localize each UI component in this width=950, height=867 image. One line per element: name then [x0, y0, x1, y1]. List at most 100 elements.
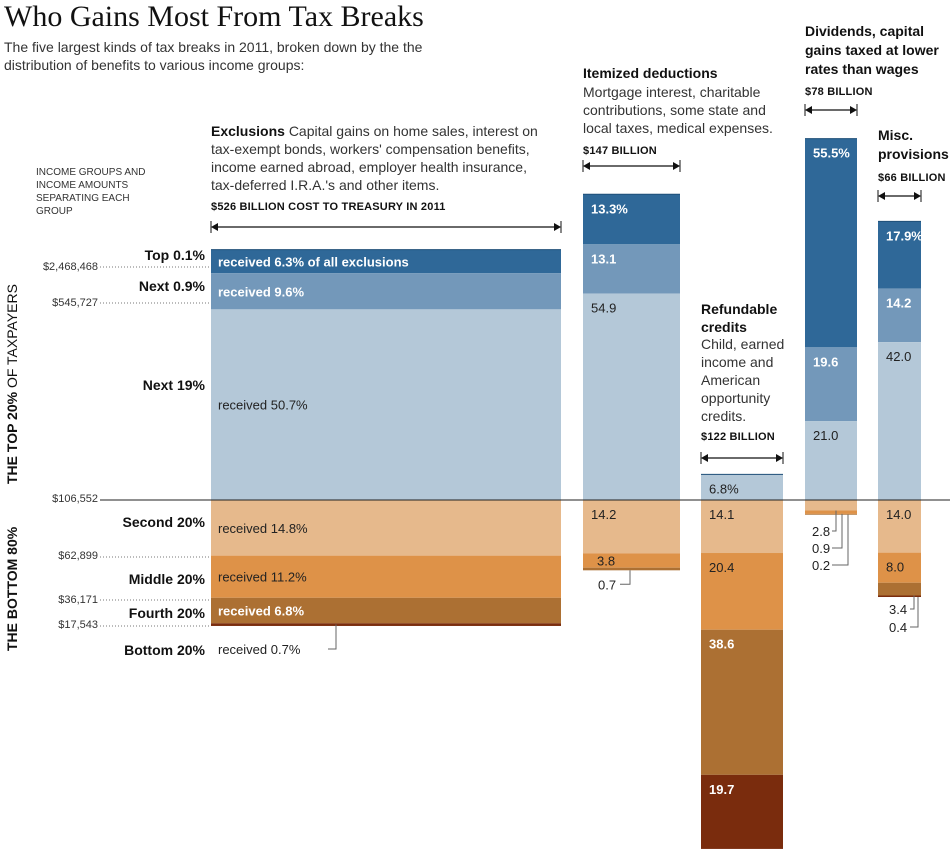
misc-label-second20: 14.0	[886, 507, 911, 522]
refundable-label-second20: 14.1	[709, 507, 734, 522]
dividends-bar-next19	[805, 421, 857, 500]
threshold-label-4: $62,899	[58, 550, 98, 562]
misc-bar-fourth20	[878, 582, 921, 596]
itemized-label-second20: 14.2	[591, 507, 616, 522]
exclusions-label-fourth20: received 6.8%	[218, 604, 304, 619]
group-label-next19: Next 19%	[142, 377, 205, 393]
exclusions-description: Capital gains on home sales, interest on…	[211, 123, 538, 193]
exclusions-callout-bottom20	[328, 624, 337, 650]
refundable-bar-bottom20	[701, 774, 783, 849]
itemized-bar-second20	[583, 500, 680, 554]
exclusions-label-middle20: received 11.2%	[218, 570, 307, 585]
itemized-label-next09: 13.1	[591, 251, 616, 266]
dividends-title: Dividends, capital gains taxed at lower …	[805, 23, 939, 77]
misc-bar-bottom20	[878, 595, 921, 598]
exclusions-amount: $526 BILLION COST TO TREASURY IN 2011	[211, 201, 446, 213]
dividends-label-next09: 19.6	[813, 354, 838, 369]
refundable-amount: $122 BILLION	[701, 431, 775, 443]
refundable-amount-arrow-right	[776, 454, 783, 462]
group-label-second20: Second 20%	[122, 514, 205, 530]
exclusions-bar-middle20	[211, 555, 561, 598]
misc-label-next09: 14.2	[886, 296, 911, 311]
dividends-label-next19: 21.0	[813, 428, 838, 443]
misc-callout-fourth20	[910, 595, 915, 610]
itemized-bar-fourth20	[583, 567, 680, 571]
exclusions-label-next09: received 9.6%	[218, 284, 304, 299]
refundable-amount-arrow-left	[701, 454, 708, 462]
group-label-top01: Top 0.1%	[144, 247, 205, 263]
itemized-label-top01: 13.3%	[591, 201, 628, 216]
misc-bar-next09	[878, 288, 921, 343]
dividends-label-top01: 55.5%	[813, 146, 850, 161]
group-label-bottom20: Bottom 20%	[124, 642, 205, 658]
itemized-callout-fourth20	[620, 570, 631, 585]
itemized-label-next19: 54.9	[591, 301, 616, 316]
itemized-bar-next19	[583, 293, 680, 500]
refundable-bar-second20	[701, 500, 783, 554]
exclusions-bar-second20	[211, 500, 561, 556]
itemized-bar-top01	[583, 194, 680, 245]
refundable-description: Child, earned income and American opport…	[701, 336, 785, 424]
exclusions-label-second20: received 14.8%	[218, 521, 308, 536]
exclusions-bar-next09	[211, 273, 561, 310]
threshold-label-3: $106,552	[52, 493, 98, 505]
chart-subtitle: The five largest kinds of tax breaks in …	[4, 39, 423, 73]
misc-label-middle20: 8.0	[886, 560, 904, 575]
threshold-label-6: $17,543	[58, 619, 98, 631]
itemized-description: Mortgage interest, charitable contributi…	[583, 84, 773, 136]
exclusions-bar-fourth20	[211, 597, 561, 624]
itemized-amount-arrow-left	[583, 162, 590, 170]
itemized-amount: $147 BILLION	[583, 145, 657, 157]
misc-amount: $66 BILLION	[878, 172, 946, 184]
dividends-amount-arrow-right	[850, 106, 857, 114]
misc-amount-arrow-left	[878, 192, 885, 200]
group-label-next09: Next 0.9%	[138, 278, 205, 294]
threshold-label-2: $545,727	[52, 297, 98, 309]
exclusions-amount-arrow-right	[554, 223, 561, 231]
dividends-bar-top01	[805, 138, 857, 348]
refundable-label-fourth20: 38.6	[709, 637, 734, 652]
chart-title: Who Gains Most From Tax Breaks	[4, 0, 424, 33]
dividends-bar-fourth20	[805, 513, 857, 515]
exclusions-bar-next19	[211, 309, 561, 500]
refundable-bar-middle20	[701, 553, 783, 630]
misc-bar-middle20	[878, 552, 921, 583]
group-label-fourth20: Fourth 20%	[128, 605, 205, 621]
dividends-callout-fourth20	[832, 514, 849, 566]
misc-label-top01: 17.9%	[886, 228, 923, 243]
itemized-title: Itemized deductions	[583, 65, 718, 81]
exclusions-label-bottom20: received 0.7%	[218, 642, 301, 657]
dividends-amount: $78 BILLION	[805, 86, 873, 98]
exclusions-title: Exclusions	[211, 123, 285, 139]
misc-label-bottom20: 0.4	[889, 620, 907, 635]
itemized-label-middle20: 3.8	[597, 553, 615, 568]
misc-bar-next19	[878, 342, 921, 500]
exclusions-label-top01: received 6.3% of all exclusions	[218, 254, 409, 269]
exclusions-bar-bottom20	[211, 623, 561, 626]
threshold-label-1: $2,468,468	[42, 261, 98, 273]
refundable-bar-fourth20	[701, 629, 783, 775]
refundable-label-bottom20: 19.7	[709, 782, 734, 797]
exclusions-amount-arrow-left	[211, 223, 218, 231]
group-label-middle20: Middle 20%	[128, 571, 205, 587]
misc-bar-second20	[878, 500, 921, 553]
dividends-amount-arrow-left	[805, 106, 812, 114]
misc-callout-bottom20	[910, 597, 919, 628]
refundable-title: Refundable credits	[701, 301, 778, 335]
threshold-label-5: $36,171	[58, 594, 98, 606]
misc-title: Misc. provisions	[878, 127, 949, 162]
misc-label-fourth20: 3.4	[889, 602, 907, 617]
dividends-label-second20: 2.8	[812, 524, 830, 539]
itemized-amount-arrow-right	[673, 162, 680, 170]
misc-label-next19: 42.0	[886, 349, 911, 364]
exclusions-header: Exclusions Capital gains on home sales, …	[211, 122, 541, 194]
misc-amount-arrow-right	[914, 192, 921, 200]
dividends-callout-second20	[832, 510, 837, 532]
dividends-callout-middle20	[832, 513, 843, 549]
refundable-label-middle20: 20.4	[709, 560, 734, 575]
dividends-bar-middle20	[805, 510, 857, 514]
itemized-bar-next09	[583, 244, 680, 294]
exclusions-label-next19: received 50.7%	[218, 398, 308, 413]
